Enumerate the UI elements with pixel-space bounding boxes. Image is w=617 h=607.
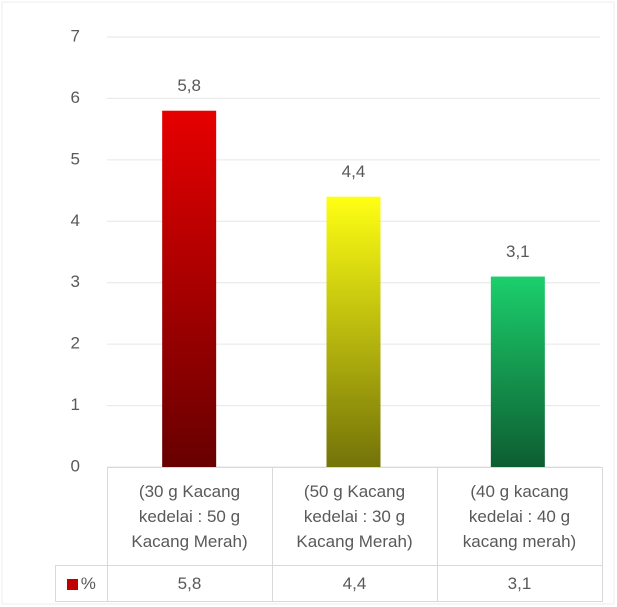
data-label: 5,8	[177, 76, 201, 95]
category-label: (30 g Kacang kedelai : 50 g Kacang Merah…	[131, 482, 248, 551]
y-tick-label: 5	[71, 149, 80, 168]
y-tick-label: 0	[71, 456, 80, 475]
data-label: 4,4	[342, 162, 366, 181]
legend-key	[66, 578, 78, 590]
legend-label: %	[80, 573, 96, 593]
y-tick-label: 4	[71, 211, 80, 230]
y-tick-label: 2	[71, 334, 80, 353]
bar	[490, 276, 545, 467]
y-tick-label: 1	[71, 395, 80, 414]
table-value: 3,1	[436, 565, 603, 602]
y-tick-label: 7	[71, 26, 80, 45]
legend-entry: %	[55, 565, 108, 602]
bar	[326, 196, 381, 467]
y-tick-label: 6	[71, 88, 80, 107]
table-value: 5,8	[106, 565, 273, 602]
data-table: (30 g Kacang kedelai : 50 g Kacang Merah…	[55, 467, 603, 602]
data-label: 3,1	[506, 242, 530, 261]
y-tick-label: 3	[71, 272, 80, 291]
bar	[162, 110, 217, 467]
category-label: (50 g Kacang kedelai : 30 g Kacang Merah…	[296, 482, 413, 551]
table-value: 4,4	[271, 565, 438, 602]
category-label: (40 g kacang kedelai : 40 g kacang merah…	[462, 482, 577, 551]
